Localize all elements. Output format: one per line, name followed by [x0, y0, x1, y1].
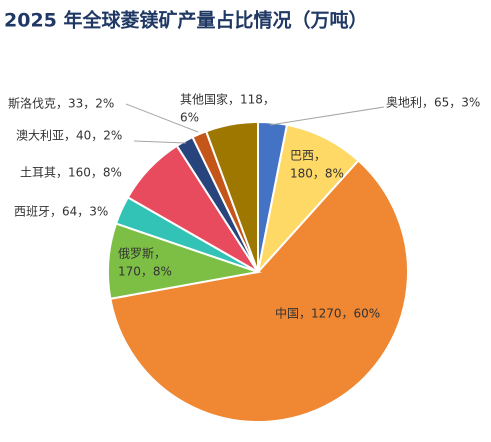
leader-line	[269, 106, 385, 126]
pie	[107, 120, 409, 423]
slice-label: 180，8%	[290, 167, 344, 181]
slice-label: 澳大利亚，40，2%	[16, 129, 122, 143]
labels: 奥地利，65，3% 巴西， 180，8% 中国，1270，60% 俄罗斯， 170，8% 西…	[8, 92, 480, 321]
slice-label: 斯洛伐克，33，2%	[8, 96, 114, 111]
leader-line	[133, 140, 187, 144]
slice-label: 西班牙，64，3%	[14, 205, 108, 219]
slice	[204, 120, 259, 273]
slice-label: 俄罗斯，	[118, 247, 166, 261]
slice-label: 170，8%	[118, 265, 172, 279]
slice-label: 6%	[180, 111, 199, 125]
slice-label: 其他国家，118，	[180, 92, 275, 107]
leader-line	[125, 103, 199, 133]
slice-label: 奥地利，65，3%	[386, 96, 480, 110]
slice-label: 土耳其，160，8%	[20, 166, 122, 180]
slice-label: 巴西，	[290, 149, 326, 163]
slice	[109, 159, 409, 423]
chart-title: 2025 年全球菱镁矿产量占比情况（万吨）	[4, 9, 368, 32]
slice-label: 中国，1270，60%	[275, 306, 380, 321]
